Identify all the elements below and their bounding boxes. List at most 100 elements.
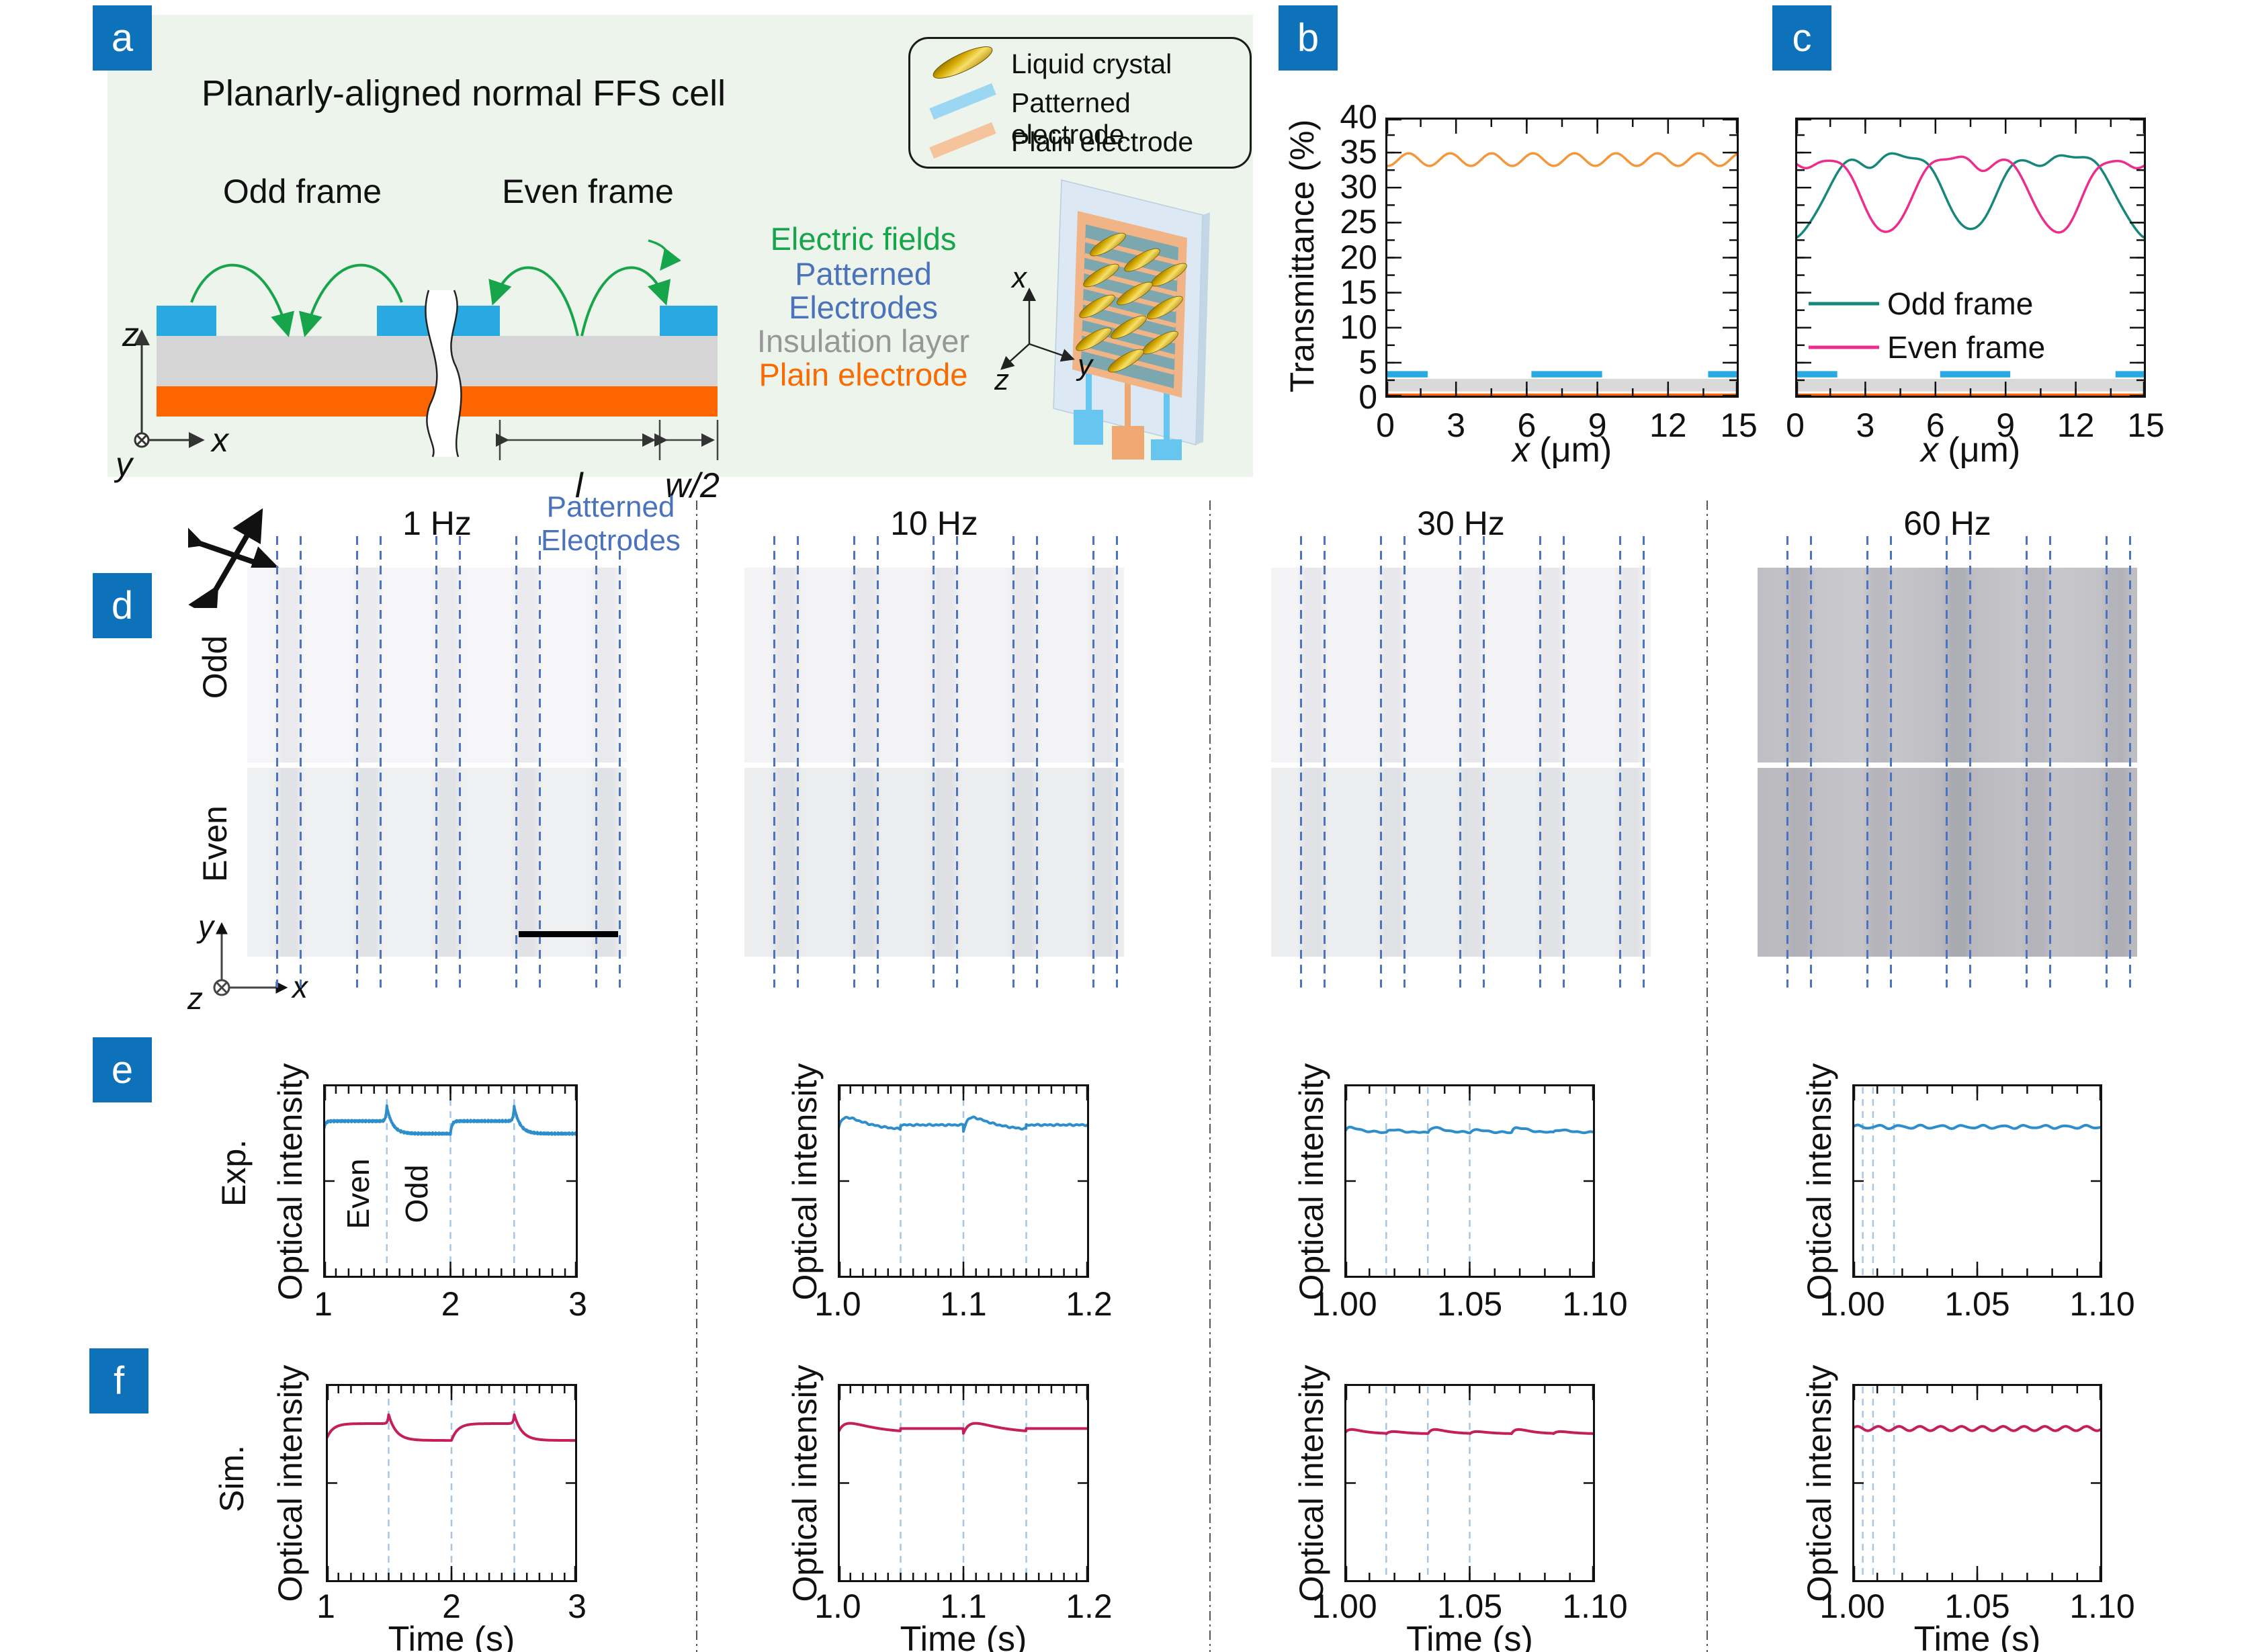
d-header-1Hz: 1 Hz <box>402 505 472 542</box>
panel-c-xlabel-unit: (μm) <box>1938 431 2021 470</box>
panel-c-label: c <box>1772 5 1831 71</box>
series-optical-intensity-sim-60-hz- <box>1854 1425 2101 1432</box>
even-frame-label: Even frame <box>502 173 674 210</box>
f-ylabel-0: Optical intensity <box>271 1364 309 1602</box>
plot-border <box>838 1384 1089 1582</box>
series-optical-intensity-sim-10-hz- <box>839 1422 1088 1435</box>
xlabel-f-30hz: Time (s) <box>1406 1620 1533 1652</box>
plot-border <box>1852 1084 2102 1278</box>
column-separator-2 <box>1706 501 1708 1652</box>
pad-orange <box>1112 426 1144 460</box>
pad-blue-1 <box>1074 410 1103 445</box>
tick-label-x-b-1: 3 <box>1446 406 1466 444</box>
d-electrode-dashed-line-3-1 <box>1810 536 1813 988</box>
plot-svg-e-1hz <box>322 1084 579 1278</box>
stem-orange <box>1125 382 1131 429</box>
plot-e-10hz <box>836 1084 1090 1278</box>
stem-blue-2 <box>1164 391 1170 442</box>
d-electrode-dashed-line-1-7 <box>1036 536 1039 988</box>
tick-label-x-c-4: 12 <box>2057 406 2095 444</box>
xlabel-f-1hz: Time (s) <box>388 1620 515 1652</box>
series-even-frame <box>1797 155 2145 234</box>
panel-a-title: Planarly-aligned normal FFS cell <box>201 73 726 114</box>
tick-label-x-e-10hz-0: 1.0 <box>814 1285 861 1323</box>
plot-e-30hz <box>1343 1084 1596 1278</box>
d-row-even-label: Even <box>196 806 234 882</box>
plot-border <box>326 1384 577 1582</box>
plot-border <box>1795 118 2146 398</box>
d-electrode-dashed-line-0-6 <box>515 536 518 988</box>
series-odd-frame <box>1797 152 2145 239</box>
plot-f-10hz <box>836 1384 1090 1582</box>
legend-liquid-crystal-label: Liquid crystal <box>1011 48 1172 79</box>
tick-label-x-f-1hz-0: 1 <box>316 1588 335 1625</box>
series-group <box>327 1413 576 1442</box>
series-optical-intensity-sim-1-hz- <box>327 1413 576 1442</box>
legend-label-1: Even frame <box>1887 330 2045 365</box>
tick-label-x-e-60hz-2: 1.10 <box>2069 1285 2135 1323</box>
patterned-electrode-seg3 <box>660 306 718 336</box>
d-electrode-dashed-line-0-8 <box>595 536 597 988</box>
panel-e-label: e <box>93 1037 152 1102</box>
tick-label-y-b-6: 30 <box>1340 168 1377 206</box>
tick-label-x-e-1hz-1: 2 <box>441 1285 460 1323</box>
f-ylabel-2: Optical intensity <box>1293 1364 1330 1602</box>
overlay-patterned-electrode-2 <box>1708 371 1739 378</box>
panel-f-label: f <box>89 1348 148 1414</box>
tick-label-x-e-30hz-1: 1.05 <box>1436 1285 1503 1323</box>
plot-e-60hz <box>1851 1084 2104 1278</box>
d-electrode-dashed-line-3-5 <box>1969 536 1972 988</box>
dim-w2-label: w/2 <box>665 466 720 504</box>
series-group <box>1387 152 1737 167</box>
panel-b-xlabel-unit: (μm) <box>1529 431 1612 470</box>
plot-svg-f-60hz <box>1851 1384 2104 1582</box>
break-edge-left <box>425 290 438 458</box>
series-group <box>325 1104 576 1136</box>
d-electrode-dashed-line-1-3 <box>876 536 879 988</box>
d-electrode-dashed-line-2-6 <box>1539 536 1542 988</box>
tick-label-x-c-5: 15 <box>2127 406 2165 444</box>
d-electrode-dashed-line-0-4 <box>435 536 438 988</box>
d-electrode-dashed-line-0-7 <box>539 536 542 988</box>
pad-blue-2 <box>1151 439 1182 460</box>
axis3d-z-label: z <box>994 363 1009 396</box>
tick-label-y-b-2: 10 <box>1340 308 1377 346</box>
tick-label-x-f-10hz-0: 1.0 <box>814 1588 861 1625</box>
f-row-label: Sim. <box>213 1445 251 1512</box>
series-transmittance <box>1387 152 1737 167</box>
tick-label-x-e-30hz-2: 1.10 <box>1562 1285 1628 1323</box>
series-optical-intensity-exp-10-hz- <box>839 1115 1088 1133</box>
d-electrode-dashed-line-2-9 <box>1642 536 1645 988</box>
plot-f-30hz <box>1343 1384 1596 1582</box>
tick-label-y-b-0: 0 <box>1358 378 1377 416</box>
tick-label-x-f-30hz-2: 1.10 <box>1562 1588 1628 1625</box>
plot-border <box>323 1084 578 1278</box>
plot-b <box>1384 116 1740 399</box>
plot-svg-e-30hz <box>1343 1084 1596 1278</box>
plot-border <box>838 1084 1089 1278</box>
plot-svg-f-30hz <box>1343 1384 1596 1582</box>
overlay-patterned-electrode-0 <box>1795 371 1838 378</box>
e-ylabel-1: Optical intensity <box>786 1063 824 1301</box>
axis3d-y-label: y <box>1076 349 1094 382</box>
d-electrode-dashed-line-0-3 <box>379 536 382 988</box>
series-group <box>1854 1123 2101 1131</box>
d-electrode-dashed-line-3-2 <box>1866 536 1868 988</box>
plot-svg-f-1hz <box>325 1384 578 1582</box>
d-electrode-dashed-line-2-0 <box>1300 536 1303 988</box>
d-electrode-dashed-line-0-9 <box>618 536 621 988</box>
e-row-label: Exp. <box>215 1139 253 1207</box>
d-electrode-dashed-line-1-8 <box>1092 536 1094 988</box>
d-electrode-dashed-line-2-4 <box>1459 536 1462 988</box>
tick-label-y-b-3: 15 <box>1340 273 1377 311</box>
patterned-electrode-seg1 <box>157 306 216 336</box>
d-electrode-dashed-line-3-4 <box>1946 536 1948 988</box>
d-axis-y-label: y <box>196 909 216 944</box>
tick-label-x-e-10hz-1: 1.1 <box>940 1285 987 1323</box>
panel-a-legend: Liquid crystal Patterned electrode Plain… <box>908 37 1252 169</box>
plot-border <box>1344 1084 1595 1278</box>
insulation-layer-label: Insulation layer <box>756 323 970 359</box>
tick-label-x-c-1: 3 <box>1856 406 1875 444</box>
plot-f-60hz <box>1851 1384 2104 1582</box>
